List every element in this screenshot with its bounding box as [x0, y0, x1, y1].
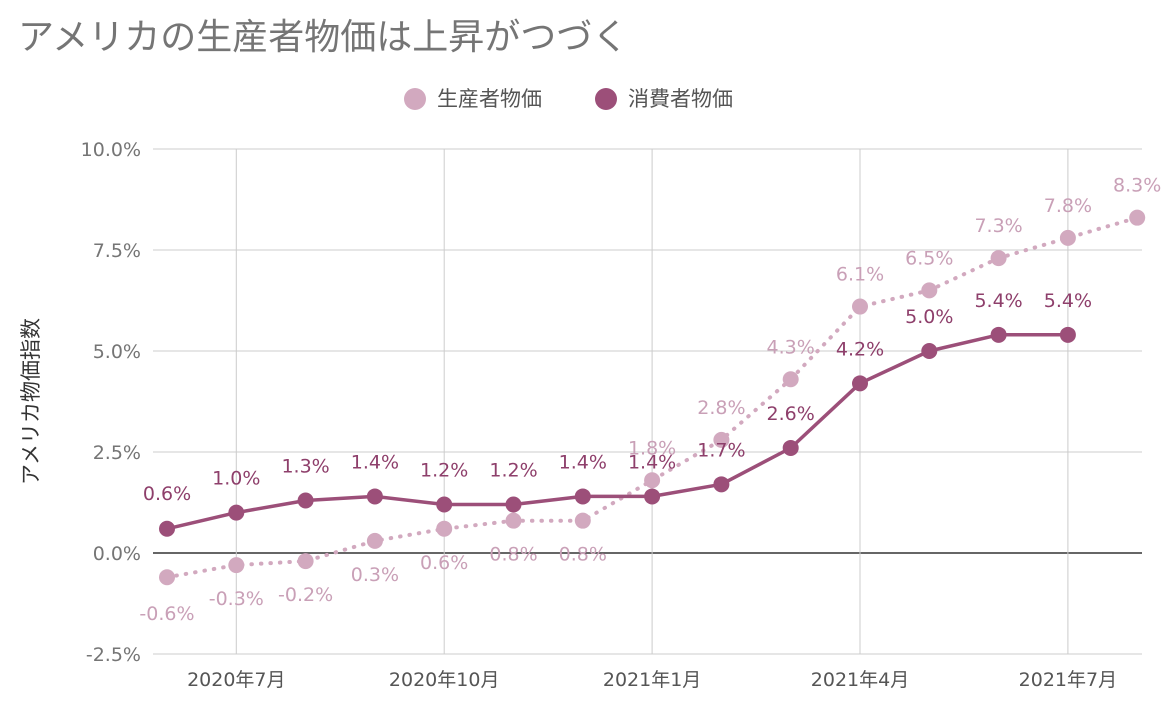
- consumer-point: [990, 326, 1007, 343]
- consumer-point: [228, 504, 245, 521]
- producer-point: [228, 557, 245, 574]
- consumer-data-label: 1.2%: [420, 460, 468, 482]
- consumer-point: [505, 496, 522, 513]
- legend-label-consumer: 消費者物価: [628, 87, 733, 111]
- producer-point: [1129, 209, 1146, 226]
- consumer-data-label: 1.7%: [697, 439, 745, 461]
- y-tick-label: -2.5%: [86, 644, 141, 666]
- legend-label-producer: 生産者物価: [437, 87, 542, 111]
- consumer-point: [644, 488, 661, 505]
- consumer-data-label: 1.4%: [628, 451, 676, 473]
- producer-point: [574, 512, 591, 529]
- x-tick-label: 2020年10月: [389, 669, 500, 691]
- chart-title: アメリカの生産者物価は上昇がつづく: [18, 17, 629, 58]
- consumer-point: [574, 488, 591, 505]
- y-tick-label: 5.0%: [93, 341, 141, 363]
- x-tick-label: 2020年7月: [187, 669, 285, 691]
- producer-data-label: 0.6%: [420, 552, 468, 574]
- consumer-point: [921, 343, 938, 359]
- producer-data-label: 7.8%: [1044, 195, 1092, 217]
- consumer-data-label: 5.0%: [905, 306, 953, 328]
- producer-data-label: -0.2%: [278, 584, 333, 606]
- consumer-point: [852, 375, 868, 392]
- consumer-data-label: 1.0%: [212, 468, 260, 490]
- consumer-data-label: 5.4%: [1044, 290, 1092, 312]
- x-tick-label: 2021年7月: [1019, 669, 1117, 691]
- x-tick-label: 2021年4月: [811, 669, 909, 691]
- producer-data-label: -0.6%: [139, 603, 194, 625]
- producer-data-label: -0.3%: [209, 588, 264, 610]
- y-axis-title: アメリカ物価指数: [19, 318, 43, 485]
- consumer-data-label: 2.6%: [767, 403, 815, 425]
- producer-data-label: 0.8%: [559, 544, 607, 566]
- consumer-point: [782, 439, 799, 456]
- consumer-data-label: 1.3%: [281, 455, 329, 477]
- consumer-data-label: 5.4%: [974, 290, 1022, 312]
- producer-point: [644, 472, 661, 489]
- x-tick-label: 2021年1月: [603, 669, 701, 691]
- producer-point: [159, 569, 175, 586]
- legend-marker-consumer: [595, 88, 617, 110]
- y-tick-label: 0.0%: [93, 543, 141, 565]
- consumer-point: [366, 488, 383, 505]
- producer-data-label: 0.3%: [351, 564, 399, 586]
- producer-data-label: 1.8%: [628, 437, 676, 459]
- y-tick-label: 10.0%: [81, 139, 141, 161]
- producer-data-label: 6.5%: [905, 247, 953, 269]
- producer-point: [436, 520, 453, 537]
- producer-data-label: 6.1%: [836, 264, 884, 286]
- producer-data-label: 0.8%: [489, 544, 537, 566]
- producer-data-label: 8.3%: [1113, 175, 1161, 197]
- producer-data-label: 7.3%: [974, 215, 1022, 237]
- producer-point: [1059, 229, 1076, 246]
- producer-point: [990, 250, 1007, 267]
- producer-point: [505, 512, 522, 529]
- producer-data-label: 2.8%: [697, 397, 745, 419]
- producer-point: [297, 553, 314, 570]
- consumer-point: [1059, 326, 1076, 343]
- y-tick-label: 2.5%: [93, 442, 141, 464]
- consumer-point: [713, 476, 730, 493]
- producer-point: [852, 298, 868, 315]
- consumer-point: [159, 520, 175, 537]
- consumer-point: [297, 492, 314, 509]
- legend-marker-producer: [404, 88, 426, 110]
- producer-point: [713, 431, 730, 448]
- consumer-line: [165, 333, 1070, 531]
- consumer-data-label: 4.2%: [836, 338, 884, 360]
- producer-data-label: 4.3%: [767, 336, 815, 358]
- producer-point: [366, 532, 383, 549]
- consumer-data-label: 1.4%: [559, 451, 607, 473]
- producer-point: [782, 371, 799, 388]
- consumer-data-label: 1.4%: [351, 451, 399, 473]
- consumer-data-label: 1.2%: [489, 460, 537, 482]
- consumer-data-label: 0.6%: [143, 483, 191, 505]
- producer-point: [921, 282, 938, 299]
- y-tick-label: 7.5%: [93, 240, 141, 262]
- consumer-point: [436, 496, 453, 513]
